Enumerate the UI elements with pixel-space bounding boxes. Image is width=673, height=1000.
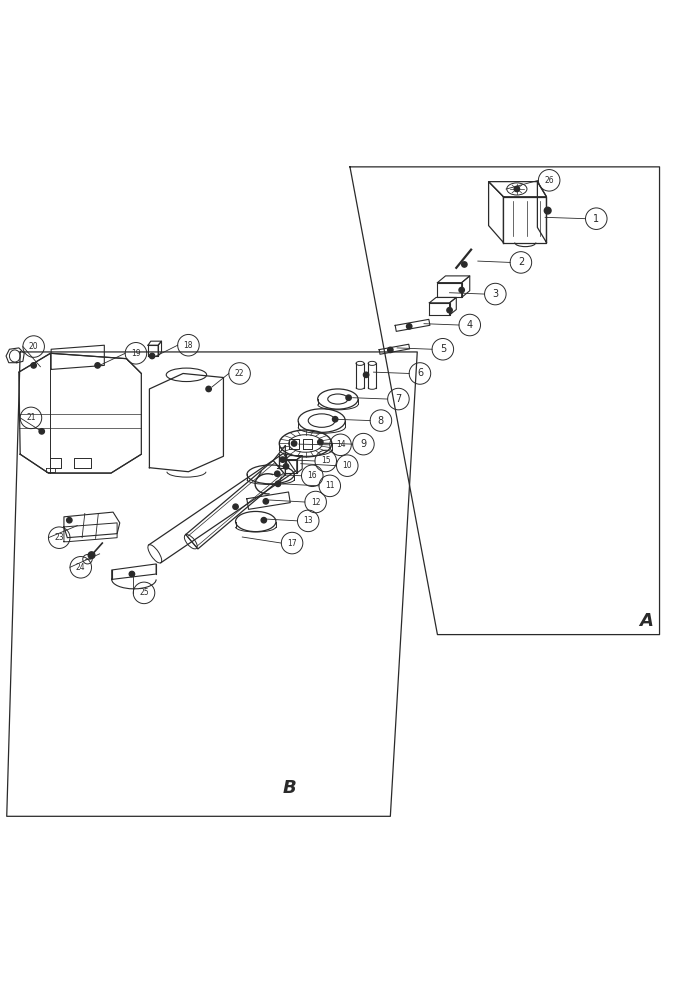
Circle shape [283,464,289,469]
Circle shape [544,207,551,214]
Circle shape [346,395,351,400]
Circle shape [88,552,95,559]
Circle shape [149,353,155,359]
Text: 14: 14 [336,440,345,449]
Circle shape [31,363,36,368]
Circle shape [95,363,100,368]
Circle shape [406,324,412,329]
Text: 9: 9 [360,439,367,449]
Text: 3: 3 [492,289,499,299]
Text: 22: 22 [235,369,244,378]
Text: A: A [639,612,653,630]
Text: 4: 4 [466,320,473,330]
Text: 5: 5 [439,344,446,354]
Text: 13: 13 [304,516,313,525]
Text: 1: 1 [593,214,600,224]
Text: 26: 26 [544,176,554,185]
Circle shape [67,517,72,523]
Circle shape [291,441,297,446]
Text: 21: 21 [26,413,36,422]
Circle shape [275,481,281,487]
Circle shape [332,417,338,422]
Circle shape [206,386,211,392]
Circle shape [39,429,44,434]
Text: 25: 25 [139,588,149,597]
Circle shape [280,457,285,462]
Circle shape [459,287,464,293]
Circle shape [514,186,520,192]
Text: 16: 16 [308,471,317,480]
Circle shape [233,504,238,509]
Text: 15: 15 [321,456,330,465]
Text: 19: 19 [131,349,141,358]
Text: 10: 10 [343,461,352,470]
Text: 8: 8 [378,416,384,426]
Circle shape [318,439,323,445]
Text: 12: 12 [311,498,320,507]
Text: 6: 6 [417,368,423,378]
Text: 18: 18 [184,341,193,350]
Text: 2: 2 [518,257,524,267]
Circle shape [462,262,467,267]
Text: 7: 7 [395,394,402,404]
Circle shape [388,347,393,353]
Circle shape [263,499,269,504]
Text: 17: 17 [287,539,297,548]
Text: 23: 23 [55,533,64,542]
Circle shape [261,517,267,523]
Circle shape [275,471,280,476]
Text: 20: 20 [29,342,38,351]
Circle shape [363,372,369,378]
Text: 11: 11 [325,481,334,490]
Text: 24: 24 [76,563,85,572]
Text: B: B [283,779,296,797]
Circle shape [129,571,135,577]
Circle shape [447,308,452,313]
